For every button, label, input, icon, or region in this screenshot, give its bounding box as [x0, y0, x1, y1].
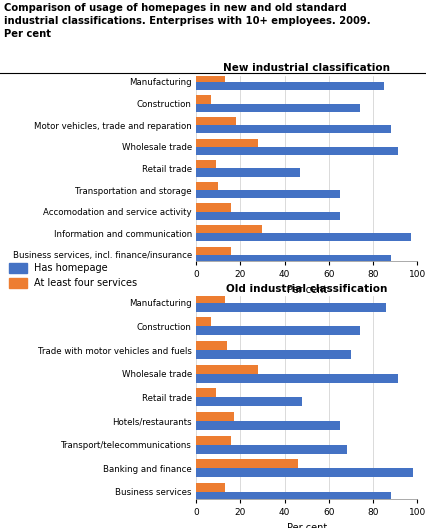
- Bar: [196, 82, 384, 90]
- Bar: [196, 255, 391, 263]
- X-axis label: Per cent: Per cent: [287, 523, 327, 528]
- Bar: [196, 294, 225, 303]
- Bar: [196, 96, 211, 103]
- Bar: [196, 398, 302, 407]
- Bar: [196, 388, 216, 398]
- Bar: [196, 468, 413, 477]
- Text: Comparison of usage of homepages in new and old standard
industrial classificati: Comparison of usage of homepages in new …: [4, 3, 371, 39]
- Bar: [196, 212, 340, 220]
- Bar: [196, 374, 397, 383]
- Bar: [196, 483, 225, 492]
- Bar: [196, 412, 233, 421]
- Bar: [196, 436, 231, 445]
- Bar: [196, 147, 397, 155]
- Bar: [196, 317, 211, 326]
- Bar: [196, 117, 236, 125]
- Bar: [196, 247, 231, 255]
- Title: Old industrial classification: Old industrial classification: [226, 284, 387, 294]
- Bar: [196, 125, 391, 134]
- Bar: [196, 203, 231, 212]
- Bar: [196, 303, 386, 312]
- Bar: [196, 421, 340, 430]
- Bar: [196, 190, 340, 198]
- Bar: [196, 326, 360, 335]
- Legend: Has homepage, At least four services: Has homepage, At least four services: [9, 263, 138, 288]
- Bar: [196, 139, 258, 147]
- Title: New industrial classification: New industrial classification: [223, 63, 390, 73]
- Bar: [196, 492, 391, 501]
- Bar: [196, 225, 262, 233]
- Bar: [196, 233, 411, 241]
- X-axis label: Per cent: Per cent: [287, 285, 327, 295]
- Bar: [196, 350, 351, 359]
- Bar: [196, 445, 347, 454]
- Bar: [196, 365, 258, 374]
- Bar: [196, 182, 218, 190]
- Bar: [196, 74, 225, 82]
- Bar: [196, 103, 360, 112]
- Bar: [196, 341, 227, 350]
- Bar: [196, 160, 216, 168]
- Bar: [196, 168, 300, 177]
- Bar: [196, 459, 298, 468]
